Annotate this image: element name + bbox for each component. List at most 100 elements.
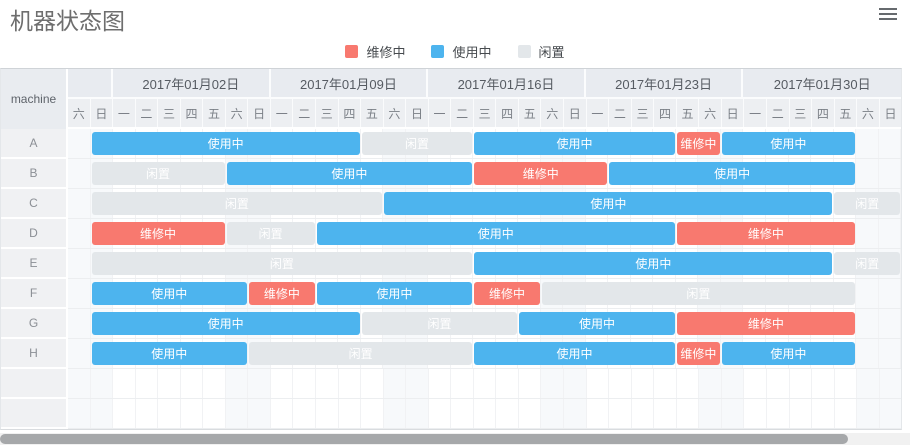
gantt-row-track: 使用中 闲置 使用中 维修中 使用中 <box>68 339 902 369</box>
grid-cell <box>811 189 834 218</box>
gantt-bar-idle[interactable]: 闲置 <box>91 252 473 275</box>
gantt-row: E 闲置 使用中 闲置 <box>1 249 902 279</box>
day-header-cell: 二 <box>135 99 159 127</box>
hamburger-menu-icon[interactable] <box>879 8 897 22</box>
gantt-bar-using[interactable]: 使用中 <box>91 282 248 305</box>
week-header-cell: 2017年01月30日 <box>743 69 901 97</box>
grid-cell <box>632 399 655 428</box>
gantt-bar-idle[interactable]: 闲置 <box>226 222 315 245</box>
legend-label: 维修中 <box>366 44 406 60</box>
grid-cell <box>68 249 91 278</box>
gantt-row: G 使用中 闲置 使用中 维修中 <box>1 309 902 339</box>
horizontal-scrollbar[interactable] <box>0 433 910 445</box>
grid-cell <box>790 399 813 428</box>
grid-cell <box>587 369 610 398</box>
grid-cell <box>361 369 384 398</box>
grid-cell <box>835 399 858 428</box>
gantt-bar-repair[interactable]: 维修中 <box>676 222 855 245</box>
legend-swatch-using <box>431 44 445 58</box>
grid-cell <box>68 279 91 308</box>
gantt-bar-repair[interactable]: 维修中 <box>676 342 720 365</box>
grid-cell <box>113 369 136 398</box>
grid-cell <box>293 219 316 248</box>
gantt-bar-idle[interactable]: 闲置 <box>541 282 855 305</box>
grid-cell <box>518 279 541 308</box>
grid-cell <box>451 249 474 278</box>
grid-cell <box>856 159 879 188</box>
grid-cell <box>90 369 114 398</box>
grid-cell <box>451 159 474 188</box>
grid-cell <box>856 129 879 158</box>
gantt-bar-using[interactable]: 使用中 <box>91 312 360 335</box>
day-header-cell: 六 <box>383 99 407 127</box>
day-header-cell: 一 <box>586 99 610 127</box>
grid-cell <box>451 279 474 308</box>
grid-cell <box>878 339 902 368</box>
grid-cell <box>834 129 857 158</box>
grid-cell <box>361 189 384 218</box>
grid-cell <box>68 369 91 398</box>
day-header-cell: 一 <box>428 99 452 127</box>
grid-cell <box>451 339 474 368</box>
grid-cell <box>496 309 519 338</box>
week-header-cell: 2017年01月02日 <box>113 69 271 97</box>
gantt-bar-using[interactable]: 使用中 <box>316 222 675 245</box>
legend-swatch-idle <box>517 44 531 58</box>
gantt-bar-using[interactable]: 使用中 <box>226 162 473 185</box>
legend-item-using[interactable]: 使用中 <box>431 42 492 61</box>
grid-cell <box>496 369 519 398</box>
machine-row-label <box>1 399 68 429</box>
legend: 维修中 使用中 闲置 <box>0 41 910 61</box>
gantt-bar-idle[interactable]: 闲置 <box>361 132 473 155</box>
gantt-bar-repair[interactable]: 维修中 <box>249 282 315 305</box>
gantt-bar-idle[interactable]: 闲置 <box>91 192 383 215</box>
grid-cell <box>113 399 136 428</box>
gantt-bar-idle[interactable]: 闲置 <box>834 252 900 275</box>
grid-cell <box>293 399 317 428</box>
gantt-bar-using[interactable]: 使用中 <box>721 132 855 155</box>
grid-cell <box>271 369 294 398</box>
grid-cell <box>812 369 835 398</box>
gantt-bar-using[interactable]: 使用中 <box>721 342 855 365</box>
week-header-cell: 2017年01月09日 <box>270 69 429 97</box>
grid-cell <box>677 369 700 398</box>
gantt-bar-repair[interactable]: 维修中 <box>676 132 720 155</box>
gantt-bar-using[interactable]: 使用中 <box>474 342 675 365</box>
gantt-bar-repair[interactable]: 维修中 <box>474 162 608 185</box>
gantt-bar-idle[interactable]: 闲置 <box>361 312 518 335</box>
day-header-cell: 一 <box>270 99 294 127</box>
gantt-bar-using[interactable]: 使用中 <box>91 342 248 365</box>
gantt-bar-idle[interactable]: 闲置 <box>91 162 225 185</box>
gantt-bar-using[interactable]: 使用中 <box>384 192 833 215</box>
gantt-bar-idle[interactable]: 闲置 <box>834 192 900 215</box>
grid-cell <box>383 399 407 428</box>
gantt-bar-repair[interactable]: 维修中 <box>676 312 855 335</box>
gantt-bar-using[interactable]: 使用中 <box>519 312 675 335</box>
gantt-bar-using[interactable]: 使用中 <box>316 282 473 305</box>
scrollbar-thumb[interactable] <box>0 434 849 444</box>
gantt-bar-using[interactable]: 使用中 <box>474 252 833 275</box>
legend-item-repair[interactable]: 维修中 <box>345 42 405 61</box>
gantt-row: D 维修中 闲置 使用中 维修中 <box>1 219 902 249</box>
legend-item-idle[interactable]: 闲置 <box>517 42 565 61</box>
day-header-cell: 日 <box>406 99 429 127</box>
gantt-bar-using[interactable]: 使用中 <box>609 162 855 185</box>
grid-cell <box>68 159 91 188</box>
gantt-header-right: 2017年01月02日 2017年01月09日 2017年01月16日 2017年01… <box>68 69 902 129</box>
grid-cell <box>136 399 159 428</box>
grid-cell <box>248 399 271 428</box>
grid-cell <box>834 159 857 188</box>
grid-cell <box>744 399 767 428</box>
grid-cell <box>496 399 519 428</box>
gantt-bar-repair[interactable]: 维修中 <box>91 222 225 245</box>
gantt-bar-repair[interactable]: 维修中 <box>474 282 540 305</box>
grid-cell <box>654 399 677 428</box>
gantt-bar-using[interactable]: 使用中 <box>91 132 360 155</box>
gantt-bar-idle[interactable]: 闲置 <box>249 342 473 365</box>
gantt-row: C 闲置 使用中 闲置 <box>1 189 902 219</box>
day-header-row: 六日一二三四五六日一二三四五六日一二三四五六日一二三四五六日一二三四五六日 <box>68 99 902 127</box>
grid-cell <box>474 399 497 428</box>
gantt-bar-using[interactable]: 使用中 <box>474 132 675 155</box>
gantt-row-track: 使用中 闲置 使用中 维修中 使用中 <box>68 129 902 159</box>
grid-cell <box>293 279 316 308</box>
